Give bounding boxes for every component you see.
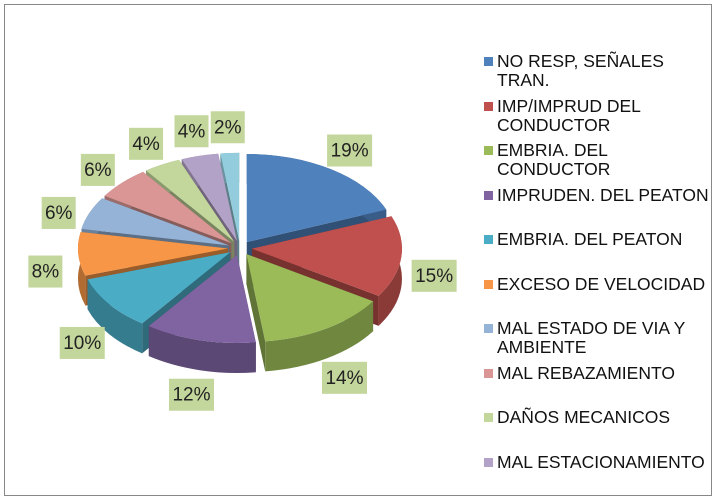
slice	[148, 254, 256, 343]
data-label-text: 12%	[172, 385, 210, 406]
legend-entry: IMP/IMPRUD DEL CONDUCTOR	[484, 95, 710, 135]
data-label-box	[174, 115, 209, 148]
data-label-box	[41, 196, 76, 229]
data-label-box	[321, 361, 367, 394]
slice	[181, 153, 238, 242]
slice	[251, 216, 402, 296]
data-label-box	[80, 153, 115, 186]
legend-entry: IMPRUDEN. DEL PEATON	[484, 184, 710, 205]
legend-label: MAL ESTACIONAMIENTO	[497, 451, 705, 472]
legend-entry: MAL ESTADO DE VIA Y AMBIENTE	[484, 319, 710, 357]
legend-label: EXCESO DE VELOCIDAD	[497, 273, 706, 294]
slice	[220, 152, 240, 241]
data-label: 19%	[327, 134, 373, 167]
data-label-box	[28, 255, 63, 288]
slice	[81, 198, 229, 246]
data-label: 14%	[321, 361, 367, 394]
legend-label: IMPRUDEN. DEL PEATON	[497, 184, 709, 205]
legend-label: EMBRIA. DEL CONDUCTOR	[497, 140, 611, 179]
data-label-box	[129, 127, 164, 160]
data-label: 15%	[411, 259, 457, 292]
legend-swatch	[484, 279, 493, 289]
legend-entry: MAL ESTACIONAMIENTO	[484, 451, 710, 472]
data-label-text: 4%	[178, 121, 206, 142]
legend-entry: EMBRIA. DEL PEATON	[484, 230, 710, 249]
data-label-box	[411, 259, 457, 292]
legend-swatch	[484, 101, 493, 111]
legend-entry: NO RESP, SEÑALES TRAN.	[484, 52, 710, 90]
data-label: 4%	[129, 127, 164, 160]
data-label: 10%	[59, 326, 105, 359]
data-label: 12%	[169, 378, 215, 411]
data-label-text: 10%	[63, 333, 101, 354]
data-label-box	[210, 111, 245, 144]
legend-label: NO RESP, SEÑALES TRAN.	[497, 51, 664, 90]
data-label-box	[327, 134, 373, 167]
legend-swatch	[484, 57, 493, 66]
legend-label: IMP/IMPRUD DEL CONDUCTOR	[497, 95, 641, 135]
legend-swatch	[484, 324, 493, 333]
data-label-text: 8%	[32, 262, 60, 283]
slice-wall	[246, 254, 266, 372]
data-label: 4%	[174, 115, 209, 148]
legend-entry: EMBRIA. DEL CONDUCTOR	[484, 141, 710, 179]
slice	[246, 154, 387, 243]
legend-label: MAL ESTADO DE VIA Y AMBIENTE	[497, 318, 686, 357]
data-label-text: 2%	[214, 117, 242, 138]
legend-entry: MAL REBAZAMIENTO	[484, 362, 710, 383]
data-label: 2%	[210, 111, 245, 144]
slice-side	[148, 326, 256, 373]
legend-entry: EXCESO DE VELOCIDAD	[484, 273, 710, 294]
legend-swatch	[484, 457, 493, 467]
legend-label: MAL REBAZAMIENTO	[497, 362, 675, 383]
legend-swatch	[484, 146, 493, 155]
data-label-box	[169, 378, 215, 411]
data-label: 6%	[41, 196, 76, 229]
data-label-text: 19%	[331, 141, 369, 162]
data-label-text: 4%	[132, 134, 160, 155]
data-label: 8%	[28, 255, 63, 288]
legend-swatch	[484, 235, 493, 244]
legend-swatch	[484, 413, 493, 422]
data-label-text: 15%	[415, 266, 453, 287]
slice-side	[87, 279, 143, 354]
slice	[78, 231, 229, 276]
data-label-text: 6%	[45, 203, 73, 224]
slice	[146, 159, 235, 242]
legend-label: DAÑOS MECANICOS	[497, 407, 671, 427]
data-label-text: 6%	[84, 160, 112, 181]
legend-swatch	[484, 368, 493, 378]
slice	[246, 254, 374, 342]
slice	[104, 171, 232, 244]
legend-swatch	[484, 190, 493, 200]
legend-label: EMBRIA. DEL PEATON	[497, 229, 683, 249]
legend-entry: DAÑOS MECANICOS	[484, 408, 710, 427]
slice	[87, 252, 231, 324]
slice-side	[265, 301, 374, 372]
data-label-text: 14%	[325, 368, 363, 389]
data-label-box	[59, 326, 105, 359]
data-label: 6%	[80, 153, 115, 186]
